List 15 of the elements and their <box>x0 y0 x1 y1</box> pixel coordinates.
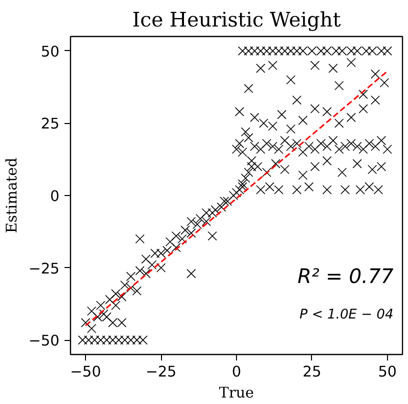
annotation: P < 1.0E − 04 <box>300 308 394 323</box>
x-tick-label: −50 <box>70 364 102 380</box>
x-tick-label: 0 <box>232 364 242 380</box>
annotation: R² = 0.77 <box>298 264 394 288</box>
x-tick-label: 50 <box>378 364 397 380</box>
y-tick-label: 0 <box>50 188 60 205</box>
chart-title: Ice Heuristic Weight <box>132 8 341 32</box>
y-tick-label: 25 <box>40 116 60 133</box>
y-axis-title: Estimated <box>4 158 21 234</box>
x-axis-title: True <box>219 384 254 402</box>
y-tick-label: −25 <box>28 260 60 278</box>
x-tick-label: −25 <box>146 364 177 380</box>
y-tick-label: −50 <box>28 332 60 350</box>
y-tick-label: 50 <box>40 43 60 60</box>
x-tick-label: 25 <box>302 364 322 380</box>
